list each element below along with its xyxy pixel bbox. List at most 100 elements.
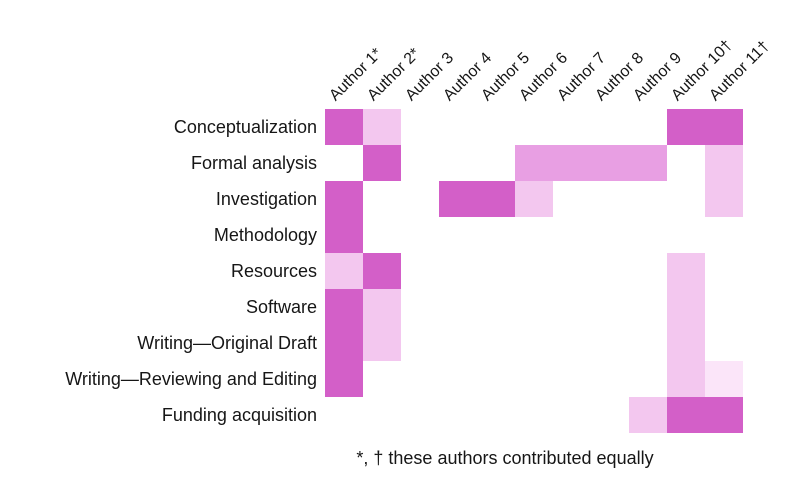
heatmap-cell <box>515 253 553 289</box>
heatmap-cell <box>705 397 743 433</box>
row-label: Conceptualization <box>173 116 317 137</box>
heatmap-cell <box>667 361 705 397</box>
heatmap-cell <box>401 325 439 361</box>
heatmap-cell <box>553 397 591 433</box>
heatmap-cell <box>363 289 401 325</box>
heatmap-cell <box>325 361 363 397</box>
heatmap-cell <box>629 145 667 181</box>
heatmap-cell <box>667 145 705 181</box>
heatmap-cell <box>705 361 743 397</box>
heatmap-cell <box>439 145 477 181</box>
heatmap-cell <box>591 145 629 181</box>
heatmap-cell <box>439 253 477 289</box>
heatmap-cell <box>667 181 705 217</box>
heatmap-cell <box>325 289 363 325</box>
heatmap-cell <box>629 361 667 397</box>
heatmap-cell <box>591 361 629 397</box>
heatmap-cell <box>515 217 553 253</box>
heatmap-cell <box>515 145 553 181</box>
row-labels: Conceptualization Formal analysis Investig… <box>0 109 317 433</box>
heatmap-cell <box>363 397 401 433</box>
heatmap-cell <box>401 145 439 181</box>
heatmap-cell <box>363 253 401 289</box>
heatmap-cell <box>553 217 591 253</box>
heatmap-cell <box>477 253 515 289</box>
heatmap-cell <box>325 397 363 433</box>
heatmap-cell <box>439 109 477 145</box>
heatmap-cell <box>439 325 477 361</box>
heatmap-cell <box>629 181 667 217</box>
heatmap-cell <box>591 109 629 145</box>
heatmap-cell <box>477 109 515 145</box>
heatmap-cell <box>667 397 705 433</box>
row-label: Methodology <box>213 224 317 245</box>
heatmap-cell <box>553 181 591 217</box>
heatmap-cell <box>553 289 591 325</box>
heatmap-cell <box>325 181 363 217</box>
heatmap-cell <box>515 109 553 145</box>
footnote: *, † these authors contributed equally <box>356 448 654 468</box>
heatmap-cell <box>515 289 553 325</box>
heatmap-cell <box>553 109 591 145</box>
heatmap-cell <box>629 289 667 325</box>
heatmap-cell <box>439 361 477 397</box>
heatmap-cell <box>515 181 553 217</box>
heatmap-cell <box>477 145 515 181</box>
heatmap-cell <box>363 217 401 253</box>
heatmap-cell <box>553 253 591 289</box>
heatmap-cell <box>439 397 477 433</box>
heatmap-cell <box>629 397 667 433</box>
heatmap-cell <box>591 217 629 253</box>
heatmap-cell <box>401 397 439 433</box>
heatmap-cell <box>667 325 705 361</box>
heatmap-cell <box>363 109 401 145</box>
heatmap-cell <box>591 253 629 289</box>
heatmap-cell <box>515 397 553 433</box>
heatmap-cell <box>439 289 477 325</box>
heatmap-cell <box>705 109 743 145</box>
heatmap-cell <box>667 109 705 145</box>
heatmap-cell <box>667 253 705 289</box>
heatmap-cell <box>629 217 667 253</box>
heatmap-cell <box>705 289 743 325</box>
heatmap-cell <box>553 361 591 397</box>
heatmap-cell <box>401 109 439 145</box>
row-label: Funding acquisition <box>161 404 317 425</box>
heatmap-cell <box>629 325 667 361</box>
heatmap-cell <box>401 217 439 253</box>
heatmap-cell <box>401 181 439 217</box>
heatmap-cell <box>591 397 629 433</box>
heatmap-cell <box>401 361 439 397</box>
heatmap-cell <box>629 109 667 145</box>
heatmap-cell <box>667 289 705 325</box>
row-label: Investigation <box>215 188 317 209</box>
heatmap-cell <box>705 145 743 181</box>
heatmap-cell <box>401 289 439 325</box>
row-label: Software <box>245 296 317 317</box>
heatmap-cell <box>591 289 629 325</box>
heatmap-cell <box>477 325 515 361</box>
heatmap-cell <box>553 325 591 361</box>
heatmap-cell <box>477 289 515 325</box>
heatmap-cell <box>325 325 363 361</box>
heatmap-grid <box>325 109 743 433</box>
heatmap-cell <box>325 253 363 289</box>
heatmap-cell <box>705 325 743 361</box>
row-label: Writing—Reviewing and Editing <box>65 368 317 389</box>
heatmap-cell <box>705 181 743 217</box>
heatmap-cell <box>591 325 629 361</box>
heatmap-cell <box>667 217 705 253</box>
heatmap-cell <box>439 217 477 253</box>
heatmap-cell <box>705 217 743 253</box>
heatmap-cell <box>477 361 515 397</box>
heatmap-cell <box>515 325 553 361</box>
heatmap-cell <box>477 181 515 217</box>
heatmap-cell <box>477 217 515 253</box>
heatmap-cell <box>325 109 363 145</box>
heatmap-cell <box>477 397 515 433</box>
heatmap-cell <box>325 217 363 253</box>
heatmap-cell <box>401 253 439 289</box>
row-label: Resources <box>230 260 317 281</box>
heatmap-cell <box>325 145 363 181</box>
